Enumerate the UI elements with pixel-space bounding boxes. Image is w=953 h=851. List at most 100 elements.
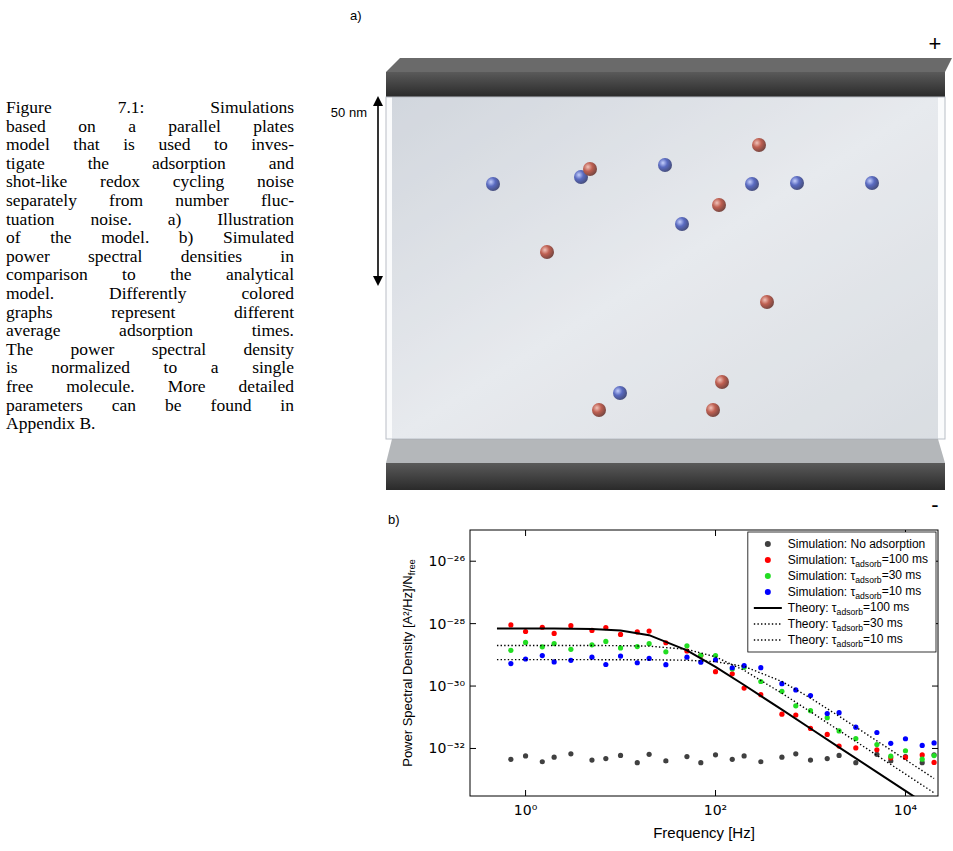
polarity-label: + [929, 31, 942, 56]
arrow-head [373, 276, 383, 286]
data-point [635, 660, 640, 665]
legend-line [754, 623, 782, 624]
tick-label: 10⁻³² [429, 740, 465, 756]
data-point [603, 639, 608, 644]
data-point [508, 648, 513, 653]
data-point [931, 760, 936, 765]
tick-mark [470, 686, 476, 687]
tick-mark [470, 623, 476, 624]
data-point [931, 752, 936, 757]
data-point [663, 758, 668, 763]
caption-line: model. Differently colored [6, 284, 294, 303]
caption-line: average adsorption times. [6, 321, 294, 340]
theory-line [497, 628, 934, 796]
arrow-head [373, 96, 383, 106]
data-point [903, 736, 908, 741]
data-point [552, 631, 557, 636]
data-point [618, 632, 623, 637]
panel-label: a) [350, 8, 362, 23]
legend-line [754, 607, 782, 609]
caption-line: tuation noise. a) Illustration [6, 210, 294, 229]
data-point [836, 753, 841, 758]
caption-line: based on a parallel plates [6, 117, 294, 136]
axes-frame [470, 530, 938, 796]
caption: Figure 7.1: Simulationsbased on a parall… [6, 98, 294, 433]
legend-label: Simulation: τadsorb=10 ms [788, 584, 922, 601]
data-point [684, 643, 689, 648]
data-point [931, 740, 936, 745]
tick-mark [525, 790, 526, 796]
panel-label: b) [388, 512, 400, 527]
data-point [742, 753, 747, 758]
tick-label: 10² [704, 802, 727, 818]
data-point [618, 654, 623, 659]
scatter-series [508, 751, 936, 765]
data-point [779, 755, 784, 760]
tick-mark [932, 686, 938, 687]
caption-line: shot-like redox cycling noise [6, 172, 294, 191]
bottom-plate-face [386, 439, 945, 463]
caption-line: graphs represent different [6, 303, 294, 322]
legend: Simulation: No adsorption Simulation: τad… [748, 532, 936, 652]
data-point [568, 647, 573, 652]
data-point [684, 655, 689, 660]
tick-mark [715, 530, 716, 536]
caption-line: tigate the adsorption and [6, 154, 294, 173]
caption-line: is normalized to a single [6, 358, 294, 377]
tick-label: 10⁻³⁰ [429, 678, 466, 694]
scatter-series [508, 622, 936, 765]
data-point [920, 743, 925, 748]
panel-b: 10⁰10²10⁴10⁻³²10⁻³⁰10⁻²⁸10⁻²⁶Frequency [… [388, 512, 938, 841]
plot-background [470, 530, 938, 796]
dimension-line [377, 101, 379, 281]
legend-label: Simulation: τadsorb=30 ms [788, 568, 922, 585]
data-point [825, 732, 830, 737]
data-point [523, 656, 528, 661]
caption-line: Figure 7.1: Simulations [6, 98, 294, 117]
dimension-label: 50 nm [331, 105, 367, 120]
gap-volume [386, 97, 945, 439]
data-point [508, 661, 513, 666]
panel-a: 50 nma)+- [331, 8, 952, 517]
caption-line: free molecule. More detailed [6, 377, 294, 396]
data-point [568, 623, 573, 628]
figure: 50 nma)+-10⁰10²10⁴10⁻³²10⁻³⁰10⁻²⁸10⁻²⁶Fr… [0, 0, 953, 851]
data-point [713, 669, 718, 674]
data-point [853, 760, 858, 765]
data-point [663, 662, 668, 667]
tick-label: 10⁻²⁸ [429, 616, 466, 632]
data-point [874, 742, 879, 747]
top-plate-face [386, 58, 952, 72]
data-point [635, 644, 640, 649]
legend-label: Theory: τadsorb=10 ms [788, 632, 903, 649]
legend-marker [765, 573, 771, 579]
legend-label: Theory: τadsorb=100 ms [788, 600, 910, 617]
caption-line: comparison to the analytical [6, 265, 294, 284]
tick-label: 10⁰ [514, 802, 538, 818]
data-point [758, 679, 763, 684]
tick-mark [470, 748, 476, 749]
caption-line: Appendix B. [6, 414, 294, 433]
caption-line: of the model. b) Simulated [6, 228, 294, 247]
data-point [508, 622, 513, 627]
caption-line: power spectral densities in [6, 247, 294, 266]
data-point [684, 754, 689, 759]
top-plate-front [386, 72, 945, 97]
data-point [825, 756, 830, 761]
data-point [931, 753, 936, 758]
tick-mark [932, 748, 938, 749]
data-point [523, 629, 528, 634]
legend-label: Simulation: No adsorption [788, 537, 925, 551]
data-point [663, 649, 668, 654]
data-point [730, 665, 735, 670]
data-point [874, 730, 879, 735]
legend-marker [765, 557, 771, 563]
data-point [603, 662, 608, 667]
data-point [635, 760, 640, 765]
data-point [540, 759, 545, 764]
legend-line [754, 639, 782, 640]
axis-title: Power Spectral Density [A²/Hz]/Nfree [400, 559, 417, 767]
tick-mark [525, 530, 526, 536]
data-point [589, 757, 594, 762]
legend-marker [765, 589, 771, 595]
